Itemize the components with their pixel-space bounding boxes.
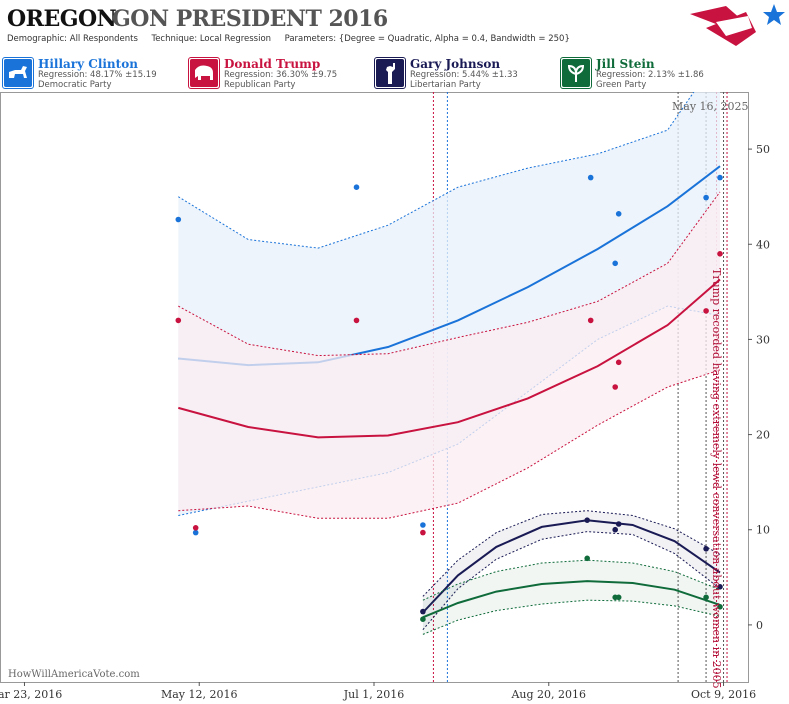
x-tick-label: Aug 20, 2016 bbox=[510, 688, 586, 701]
data-point bbox=[192, 525, 199, 531]
data-point bbox=[615, 211, 622, 217]
legend-name: Gary Johnson bbox=[410, 57, 501, 71]
data-point bbox=[612, 260, 618, 267]
data-point bbox=[175, 216, 182, 223]
data-point bbox=[192, 529, 199, 536]
data-point bbox=[703, 308, 709, 314]
data-point bbox=[587, 174, 594, 181]
legend-regression: Regression: 2.13% ±1.86 bbox=[596, 70, 704, 80]
upper-bound-line bbox=[422, 559, 721, 601]
legend-item-johnson: Gary Johnson Regression: 5.44% ±1.33 Lib… bbox=[372, 55, 558, 91]
confidence-band bbox=[422, 560, 720, 635]
data-point bbox=[587, 317, 594, 324]
trend-line bbox=[422, 519, 721, 614]
upper-bound-line bbox=[178, 191, 721, 357]
data-point bbox=[703, 546, 709, 552]
y-tick-label: 30 bbox=[756, 333, 770, 346]
donkey-icon bbox=[2, 57, 34, 89]
legend-item-trump: Donald Trump Regression: 36.30% ±9.75 Re… bbox=[186, 55, 372, 91]
data-point bbox=[584, 517, 590, 523]
data-point bbox=[615, 359, 622, 366]
y-tick-label: 50 bbox=[756, 143, 770, 156]
trend-line bbox=[422, 580, 721, 619]
data-point bbox=[703, 194, 709, 201]
page-title: OREGON bbox=[7, 6, 117, 32]
legend-item-clinton: Hillary Clinton Regression: 48.17% ±15.1… bbox=[0, 55, 186, 91]
chart-header: OREGON GON PRESIDENT 2016 Demographic: A… bbox=[0, 0, 789, 52]
legend-item-stein: Jill Stein Regression: 2.13% ±1.86 Green… bbox=[558, 55, 744, 91]
watermark: HowWillAmericaVote.com bbox=[8, 669, 140, 680]
x-tick-label: Oct 9, 2016 bbox=[691, 688, 756, 701]
param-label: Technique: bbox=[151, 34, 198, 44]
data-point bbox=[420, 616, 426, 622]
lower-bound-line bbox=[422, 531, 721, 631]
data-point bbox=[615, 594, 622, 601]
data-point bbox=[353, 184, 360, 190]
page-subtitle: GON PRESIDENT 2016 bbox=[112, 6, 388, 32]
data-point bbox=[420, 522, 426, 528]
data-point bbox=[612, 384, 618, 390]
data-point bbox=[420, 608, 426, 615]
confidence-band bbox=[422, 510, 720, 630]
legend-name: Donald Trump bbox=[224, 57, 321, 71]
plot-area bbox=[175, 92, 728, 682]
y-tick-label: 0 bbox=[756, 619, 763, 632]
elephant-icon bbox=[188, 57, 220, 89]
legend-regression: Regression: 36.30% ±9.75 bbox=[224, 70, 338, 80]
legend-party: Libertarian Party bbox=[410, 80, 481, 90]
x-tick-label: Mar 23, 2016 bbox=[0, 688, 62, 701]
lower-bound-line bbox=[178, 369, 721, 519]
legend-name: Jill Stein bbox=[596, 57, 655, 71]
param-value: All Respondents bbox=[69, 34, 138, 44]
statue-of-liberty-icon bbox=[374, 57, 406, 89]
trend-line bbox=[178, 278, 721, 439]
y-tick-label: 40 bbox=[756, 238, 770, 251]
data-point bbox=[717, 604, 723, 610]
parameters-line: Demographic: All Respondents Technique: … bbox=[7, 34, 570, 44]
legend-party: Democratic Party bbox=[38, 80, 112, 90]
data-point bbox=[703, 594, 709, 601]
upper-bound-line bbox=[178, 92, 695, 249]
data-point bbox=[420, 529, 426, 536]
data-point bbox=[717, 584, 723, 590]
site-logo-icon bbox=[690, 4, 785, 46]
lower-bound-line bbox=[422, 599, 721, 635]
data-point bbox=[612, 526, 618, 533]
date-stamp: May 16, 2025 bbox=[672, 100, 749, 113]
x-tick-label: Jul 1, 2016 bbox=[343, 688, 405, 701]
legend-name: Hillary Clinton bbox=[38, 57, 138, 71]
data-point bbox=[717, 174, 723, 181]
y-tick-label: 20 bbox=[756, 429, 770, 442]
y-tick-label: 10 bbox=[756, 524, 770, 537]
event-annotation: Trump recorded having extremely lewd con… bbox=[710, 268, 723, 689]
data-point bbox=[717, 251, 723, 257]
param-value: Local Regression bbox=[199, 34, 272, 44]
data-point bbox=[584, 555, 590, 562]
leaf-icon bbox=[560, 57, 592, 89]
legend-regression: Regression: 5.44% ±1.33 bbox=[410, 70, 518, 80]
upper-bound-line bbox=[422, 510, 721, 597]
param-label: Parameters: bbox=[284, 34, 337, 44]
x-tick-label: May 12, 2016 bbox=[161, 688, 238, 701]
param-label: Demographic: bbox=[7, 34, 68, 44]
data-point bbox=[353, 317, 360, 324]
legend-party: Republican Party bbox=[224, 80, 296, 90]
legend-regression: Regression: 48.17% ±15.19 bbox=[38, 70, 157, 80]
legend-party: Green Party bbox=[596, 80, 647, 90]
param-value: {Degree = Quadratic, Alpha = 0.4, Bandwi… bbox=[338, 34, 570, 44]
data-point bbox=[615, 521, 622, 527]
data-point bbox=[175, 317, 182, 324]
